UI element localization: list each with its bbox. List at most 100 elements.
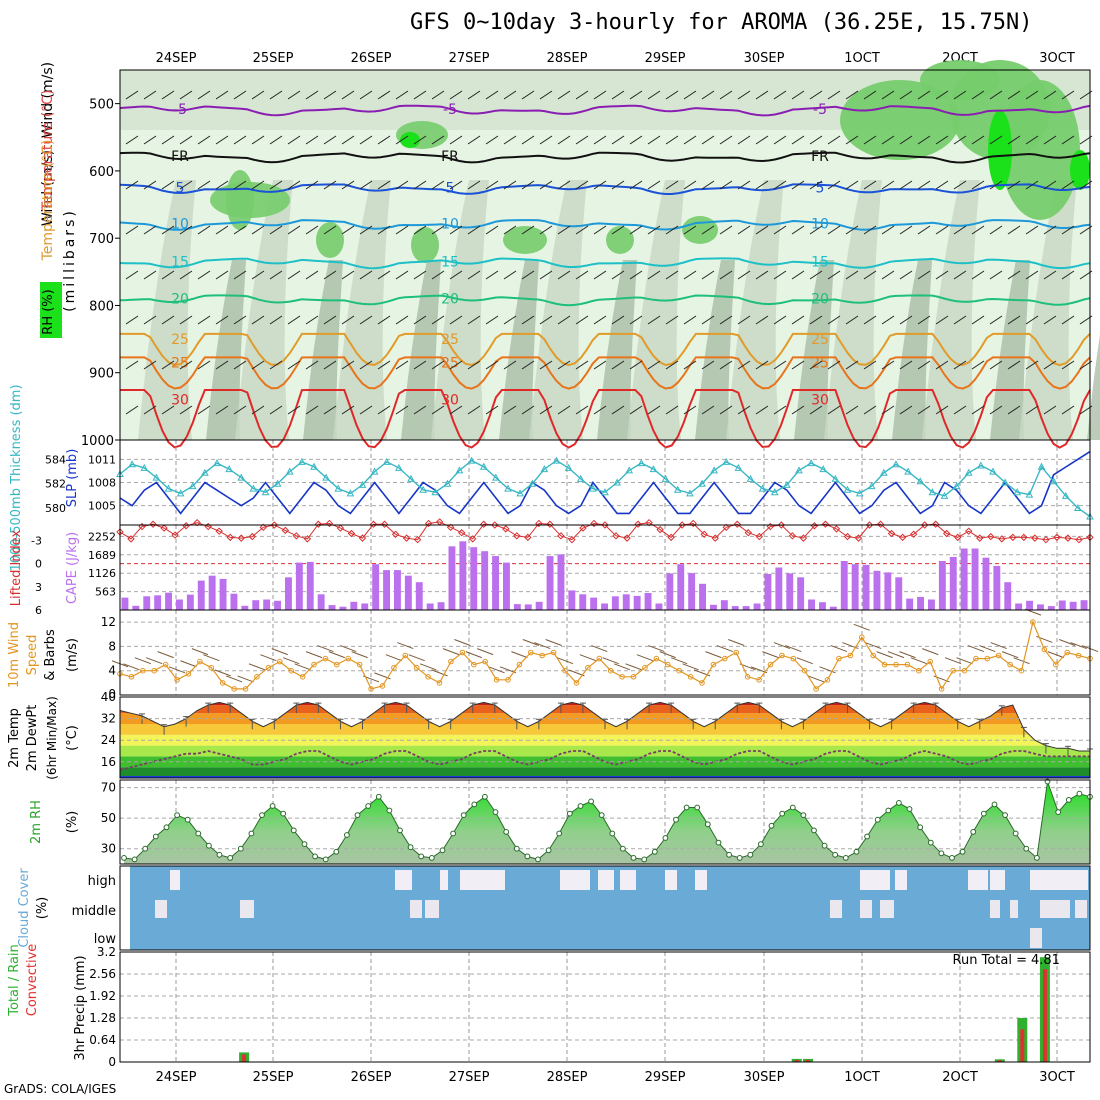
thickness-marker — [237, 473, 246, 481]
isotherm-label: 5 — [816, 181, 825, 197]
wind-barb — [971, 315, 985, 325]
y-axis-unit: (millibars) — [62, 208, 78, 312]
wind-barb — [953, 360, 967, 370]
li-marker — [171, 531, 179, 539]
wind-speed-marker — [585, 664, 591, 671]
cape-bar — [350, 601, 358, 610]
rh-axis-label: (%) — [65, 811, 80, 834]
cloud-middle-block — [155, 900, 167, 918]
wind-speed-marker — [345, 655, 352, 662]
wind-barb — [1043, 135, 1057, 145]
wind-barb — [377, 360, 391, 370]
wind-barb-10m — [579, 654, 597, 662]
wind-barb — [665, 225, 679, 235]
precip-legend-total: Total / Rain — [7, 944, 22, 1017]
wind-barb — [701, 315, 715, 325]
wind-barb — [719, 270, 733, 280]
wind-barb — [611, 90, 625, 100]
wind-barb — [467, 180, 481, 190]
isotherm-label: -5 — [443, 102, 457, 118]
wind-barb — [1043, 225, 1057, 235]
wind-barb — [899, 360, 913, 370]
wind-barb — [521, 360, 535, 370]
wind-barb — [809, 270, 823, 280]
cape-bar — [1058, 600, 1066, 610]
cape-bar — [285, 577, 292, 610]
wind-barb — [737, 360, 751, 370]
wind-barb — [197, 135, 211, 145]
precip-frame — [119, 951, 1091, 1063]
rh-axis-label: 2m RH — [29, 800, 44, 844]
wind-barb — [683, 135, 697, 145]
precip-axis-label: 3hr Precip (mm) — [73, 955, 88, 1060]
wind-barb-10m — [1047, 651, 1064, 659]
wind-barb — [719, 405, 733, 415]
wind-barb — [737, 135, 751, 145]
li-marker — [876, 520, 885, 528]
wind-barb — [269, 90, 283, 100]
wind-barb — [557, 405, 571, 415]
wind-barb-10m — [168, 666, 186, 674]
li-marker — [513, 532, 521, 540]
wind-barb-10m — [1059, 639, 1076, 646]
wind-barb-10m — [876, 651, 893, 659]
wind-barb — [557, 90, 571, 100]
wind-barb — [647, 270, 661, 280]
wind-barb-10m — [625, 663, 642, 671]
wind-barb — [431, 360, 445, 370]
rh-marker — [938, 850, 945, 857]
wind-barb — [503, 135, 517, 145]
rh-marker — [216, 851, 223, 858]
wind-barb — [143, 225, 157, 235]
temp-band — [120, 767, 1090, 778]
wind-barb — [215, 180, 229, 190]
rh-marker — [354, 812, 361, 818]
temp-tick-label: 16 — [101, 755, 116, 769]
wind-barb — [1061, 180, 1075, 190]
wind-speed-marker — [436, 680, 443, 686]
cape-bar — [524, 604, 532, 610]
wind-barb — [251, 360, 265, 370]
wind-barb — [539, 360, 553, 370]
wind-speed-marker — [893, 661, 899, 668]
wind-speed-marker — [448, 658, 454, 665]
wind-barb — [1007, 360, 1021, 370]
wind-barb — [197, 270, 211, 280]
rh-marker — [1002, 812, 1008, 818]
wind-speed-marker — [961, 667, 968, 674]
wind-barb-10m — [340, 645, 357, 653]
cape-bar — [154, 595, 162, 610]
cape-bar — [884, 572, 892, 610]
rh-marker — [184, 816, 191, 823]
wind-barb — [899, 225, 913, 235]
wind-barb — [881, 405, 895, 415]
wind-barb — [395, 90, 409, 100]
thickness-marker — [334, 484, 343, 492]
thickness-marker — [346, 489, 355, 497]
wind-barb-10m — [613, 663, 631, 671]
wind-barb — [269, 225, 283, 235]
cloud-middle-block — [880, 900, 894, 918]
temp-bands — [120, 702, 1090, 778]
wind-barb — [143, 405, 157, 415]
y-axis-label: Wind (m/s) — [40, 150, 56, 226]
wind-barb — [917, 315, 931, 325]
cape-bar — [819, 602, 826, 610]
wind-barb — [503, 225, 517, 235]
wind-barb — [1061, 360, 1075, 370]
rh-line — [123, 781, 1091, 860]
wind-barb — [1061, 270, 1075, 280]
cape-bar — [731, 606, 739, 610]
cape-bar — [1047, 606, 1055, 610]
date-label-top: 3OCT — [1039, 51, 1075, 66]
li-marker — [127, 535, 135, 543]
cape-bar — [601, 603, 608, 610]
rh-marker — [991, 801, 998, 808]
wind-barb-10m — [853, 623, 870, 631]
rh-marker — [206, 842, 212, 849]
credit-label: GrADS: COLA/IGES — [4, 1082, 117, 1096]
wind-barb — [125, 360, 139, 370]
wind-barb — [251, 405, 265, 415]
thickness-marker — [734, 463, 743, 471]
rh-marker — [1055, 809, 1062, 815]
